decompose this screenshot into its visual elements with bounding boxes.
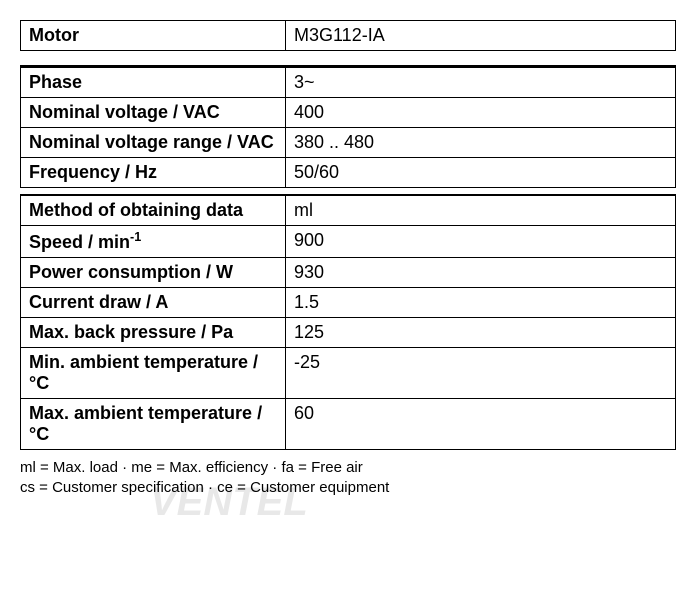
motor-value: M3G112-IA [286, 21, 676, 51]
row-value: 125 [286, 318, 676, 348]
row-value: 3~ [286, 67, 676, 98]
data-table: Method of obtaining datamlSpeed / min-19… [20, 194, 676, 450]
motor-table: Motor M3G112-IA [20, 20, 676, 51]
motor-label: Motor [21, 21, 286, 51]
row-label: Max. ambient temperature / °C [21, 399, 286, 450]
table-row: Nominal voltage / VAC400 [21, 98, 676, 128]
table-row: Min. ambient temperature / °C-25 [21, 348, 676, 399]
footnotes: ml = Max. load · me = Max. efficiency · … [20, 458, 676, 497]
table-row: Motor M3G112-IA [21, 21, 676, 51]
row-value: 1.5 [286, 288, 676, 318]
row-value: 60 [286, 399, 676, 450]
table-row: Current draw / A1.5 [21, 288, 676, 318]
table-row: Method of obtaining dataml [21, 195, 676, 226]
table-row: Phase3~ [21, 67, 676, 98]
table-row: Max. ambient temperature / °C60 [21, 399, 676, 450]
row-label: Speed / min-1 [21, 226, 286, 258]
row-label: Nominal voltage range / VAC [21, 128, 286, 158]
row-label: Frequency / Hz [21, 158, 286, 188]
footnote-line1: ml = Max. load · me = Max. efficiency · … [20, 458, 676, 478]
row-label: Nominal voltage / VAC [21, 98, 286, 128]
row-value: 930 [286, 258, 676, 288]
row-value: 900 [286, 226, 676, 258]
row-value: ml [286, 195, 676, 226]
row-label: Max. back pressure / Pa [21, 318, 286, 348]
table-row: Nominal voltage range / VAC380 .. 480 [21, 128, 676, 158]
table-row: Speed / min-1900 [21, 226, 676, 258]
table-row: Power consumption / W930 [21, 258, 676, 288]
row-label: Method of obtaining data [21, 195, 286, 226]
row-label: Current draw / A [21, 288, 286, 318]
row-label: Min. ambient temperature / °C [21, 348, 286, 399]
table-row: Max. back pressure / Pa125 [21, 318, 676, 348]
row-value: 400 [286, 98, 676, 128]
row-label: Phase [21, 67, 286, 98]
row-value: 380 .. 480 [286, 128, 676, 158]
row-value: -25 [286, 348, 676, 399]
electrical-table: Phase3~Nominal voltage / VAC400Nominal v… [20, 65, 676, 188]
footnote-line2: cs = Customer specification · ce = Custo… [20, 478, 676, 498]
row-value: 50/60 [286, 158, 676, 188]
table-row: Frequency / Hz50/60 [21, 158, 676, 188]
row-label: Power consumption / W [21, 258, 286, 288]
